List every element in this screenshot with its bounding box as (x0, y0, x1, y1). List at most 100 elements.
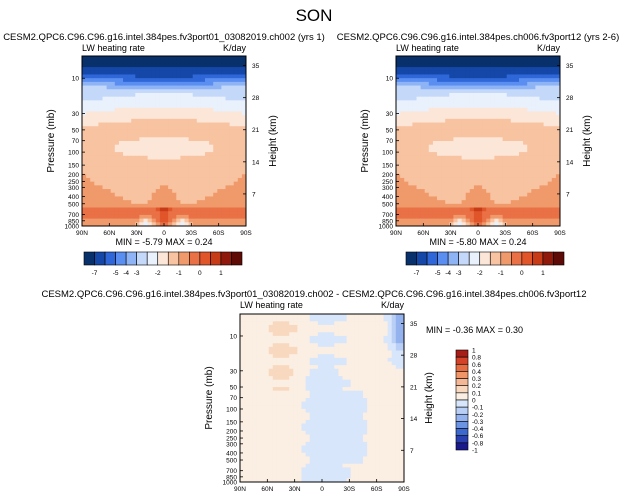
contour-cell (432, 111, 438, 116)
contour-cell (229, 163, 235, 168)
contour-cell (420, 196, 426, 201)
contour-cell (441, 133, 446, 138)
contour-cell (555, 170, 561, 175)
contour-cell (188, 196, 194, 201)
contour-cell (256, 343, 261, 348)
contour-cell (473, 170, 479, 175)
contour-cell (147, 185, 153, 190)
contour-cell (213, 92, 218, 98)
contour-cell (346, 357, 352, 362)
contour-cell (264, 398, 270, 403)
contour-cell (502, 222, 508, 227)
contour-cell (350, 314, 356, 319)
contour-cell (229, 129, 235, 135)
contour-cell (367, 408, 372, 414)
contour-cell (217, 189, 222, 194)
contour-cell (555, 137, 561, 142)
contour-cell (486, 211, 491, 216)
contour-cell (482, 74, 487, 79)
contour-cell (293, 317, 298, 322)
contour-cell (445, 56, 450, 61)
contour-cell (371, 335, 376, 340)
contour-cell (151, 141, 157, 146)
contour-cell (473, 152, 479, 157)
contour-cell (229, 218, 235, 223)
contour-cell (102, 107, 107, 112)
contour-cell (110, 70, 116, 75)
contour-cell (168, 148, 173, 153)
contour-cell (102, 163, 107, 168)
contour-cell (469, 81, 475, 86)
contour-cell (400, 214, 405, 220)
contour-cell (326, 412, 331, 417)
contour-cell (457, 181, 462, 186)
contour-cell (225, 81, 230, 86)
contour-cell (244, 365, 249, 370)
contour-cell (551, 133, 557, 138)
contour-cell (482, 85, 487, 90)
contour-cell (445, 100, 450, 105)
contour-cell (317, 387, 323, 392)
contour-cell (502, 174, 508, 179)
contour-cell (168, 78, 173, 83)
contour-cell (110, 122, 116, 127)
contour-cell (449, 111, 454, 116)
contour-cell (114, 174, 120, 179)
contour-cell (114, 177, 120, 183)
contour-cell (123, 207, 128, 212)
contour-cell (241, 222, 247, 227)
contour-cell (502, 118, 508, 123)
contour-cell (131, 133, 136, 138)
contour-cell (531, 174, 536, 179)
contour-cell (221, 70, 226, 75)
contour-cell (98, 144, 103, 149)
contour-cell (90, 104, 95, 109)
contour-cell (494, 63, 499, 68)
contour-cell (205, 100, 210, 105)
contour-cell (309, 401, 315, 406)
contour-cell (225, 137, 230, 142)
contour-cell (469, 78, 475, 83)
contour-cell (547, 214, 553, 220)
contour-cell (313, 379, 319, 384)
contour-cell (285, 387, 290, 392)
contour-cell (131, 152, 136, 157)
contour-cell (172, 155, 177, 160)
contour-cell (143, 152, 148, 157)
contour-cell (94, 111, 99, 116)
contour-cell (164, 152, 169, 157)
contour-cell (151, 159, 157, 164)
contour-cell (555, 67, 561, 72)
contour-cell (445, 181, 450, 186)
contour-cell (98, 133, 103, 138)
contour-cell (445, 115, 450, 120)
contour-cell (322, 398, 327, 403)
contour-cell (151, 81, 157, 86)
contour-cell (168, 85, 173, 90)
contour-cell (86, 196, 91, 201)
contour-cell (416, 166, 421, 171)
contour-cell (396, 133, 401, 138)
contour-cell (200, 63, 206, 68)
contour-cell (285, 339, 290, 344)
contour-cell (256, 317, 261, 322)
contour-cell (432, 177, 438, 183)
contour-cell (159, 118, 165, 123)
contour-cell (123, 59, 128, 64)
contour-cell (159, 163, 165, 168)
contour-cell (135, 192, 140, 197)
contour-cell (94, 207, 99, 212)
contour-cell (233, 181, 239, 186)
contour-cell (196, 56, 202, 61)
contour-cell (106, 148, 112, 153)
contour-cell (151, 214, 157, 220)
contour-cell (543, 155, 549, 160)
contour-cell (200, 74, 206, 79)
contour-cell (445, 81, 450, 86)
contour-cell (205, 89, 210, 94)
contour-cell (437, 107, 442, 112)
contour-cell (420, 189, 426, 194)
contour-cell (281, 321, 286, 326)
contour-cell (143, 89, 148, 94)
contour-cell (519, 152, 524, 157)
